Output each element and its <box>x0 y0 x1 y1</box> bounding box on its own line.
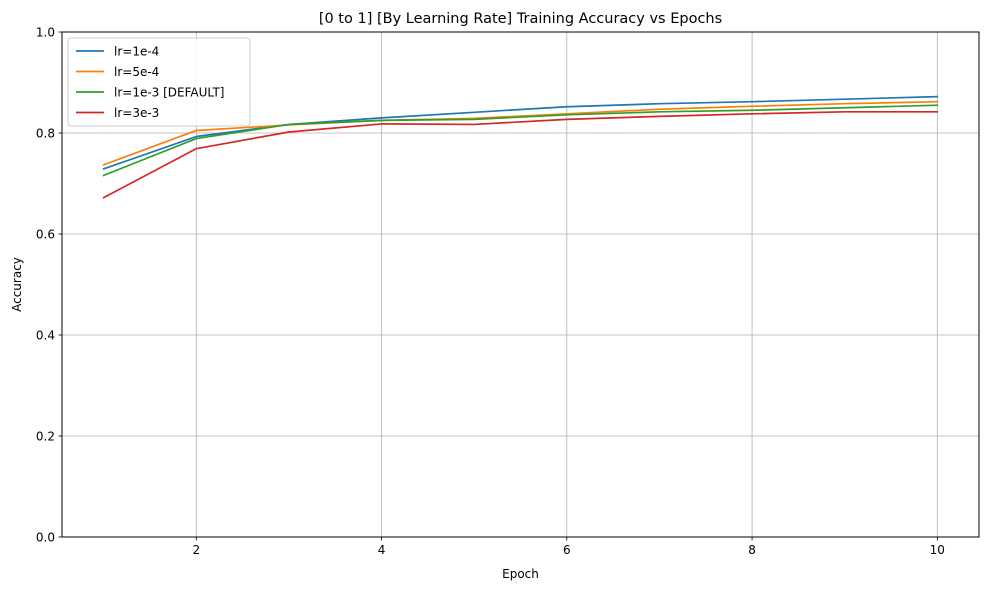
x-tick-label: 8 <box>748 543 756 557</box>
tick-layer: 2 4 6 8 10 0.0 0.2 0.4 0.6 0.8 1.0 <box>36 25 945 557</box>
x-tick-label: 6 <box>563 543 571 557</box>
y-tick-label: 0.0 <box>36 530 55 544</box>
y-tick-label: 0.6 <box>36 227 55 241</box>
legend: lr=1e-4 lr=5e-4 lr=1e-3 [DEFAULT] lr=3e-3 <box>67 37 251 127</box>
legend-label: lr=1e-4 <box>114 44 159 58</box>
series-line-2 <box>102 100 939 166</box>
y-tick-label: 1.0 <box>36 25 55 39</box>
y-tick-label: 0.2 <box>36 429 55 443</box>
series-layer <box>102 95 939 199</box>
legend-label: lr=1e-3 [DEFAULT] <box>114 85 224 99</box>
y-tick-label: 0.8 <box>36 126 55 140</box>
x-tick-label: 4 <box>378 543 386 557</box>
legend-label: lr=5e-4 <box>114 65 159 79</box>
x-tick-label: 2 <box>192 543 200 557</box>
y-tick-label: 0.4 <box>36 328 55 342</box>
y-axis-label: Accuracy <box>10 257 24 312</box>
series-line-3 <box>102 104 939 177</box>
legend-label: lr=3e-3 <box>114 106 159 120</box>
x-tick-label: 10 <box>930 543 945 557</box>
series-line-1 <box>102 95 939 170</box>
series-line-4 <box>102 110 939 199</box>
x-axis-label: Epoch <box>502 567 539 581</box>
chart-title: [0 to 1] [By Learning Rate] Training Acc… <box>319 11 722 27</box>
legend-box <box>67 37 251 127</box>
plot-frame <box>61 31 980 538</box>
